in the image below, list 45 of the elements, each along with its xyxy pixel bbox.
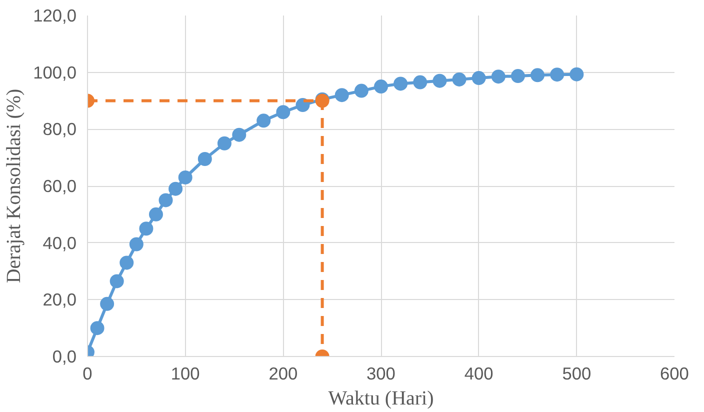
point xyxy=(168,182,183,196)
y-tick-label: 60,0 xyxy=(42,176,77,196)
x-tick-label: 200 xyxy=(268,364,298,384)
x-tick-label: 0 xyxy=(82,364,92,384)
point xyxy=(256,114,271,128)
point xyxy=(217,136,232,150)
y-tick-label: 120,0 xyxy=(33,6,77,26)
x-tick-label: 100 xyxy=(170,364,200,384)
point xyxy=(452,72,466,86)
x-axis-title: Waktu (Hari) xyxy=(328,388,434,410)
point xyxy=(530,68,545,82)
y-tick-label: 80,0 xyxy=(42,119,77,140)
x-tick-label: 300 xyxy=(366,364,396,384)
point xyxy=(110,274,124,288)
point xyxy=(432,74,447,88)
point xyxy=(394,76,408,91)
point xyxy=(491,70,506,84)
y-tick-label: 20,0 xyxy=(42,290,77,310)
point xyxy=(334,88,349,102)
point xyxy=(139,222,154,236)
point xyxy=(296,98,310,112)
point xyxy=(129,237,144,252)
y-tick-label: 0,0 xyxy=(52,346,77,366)
point xyxy=(178,170,192,184)
point xyxy=(472,71,486,86)
point xyxy=(120,256,134,270)
point xyxy=(148,207,163,222)
point xyxy=(354,84,368,98)
point xyxy=(374,80,388,94)
y-tick-label: 100,0 xyxy=(33,62,77,82)
point xyxy=(100,296,114,311)
x-tick-label: 400 xyxy=(464,364,494,384)
point xyxy=(276,105,290,120)
point xyxy=(510,69,525,84)
y-tick-label: 40,0 xyxy=(42,232,77,253)
point xyxy=(90,321,104,336)
x-tick-label: 500 xyxy=(562,364,592,384)
point xyxy=(550,68,564,82)
y-axis-title: Derajat Konsolidasi (%) xyxy=(3,88,26,284)
point xyxy=(158,193,173,208)
point xyxy=(232,128,246,142)
point xyxy=(413,75,428,90)
x-tick-label: 600 xyxy=(660,364,689,384)
point xyxy=(570,67,584,82)
point xyxy=(198,152,212,166)
